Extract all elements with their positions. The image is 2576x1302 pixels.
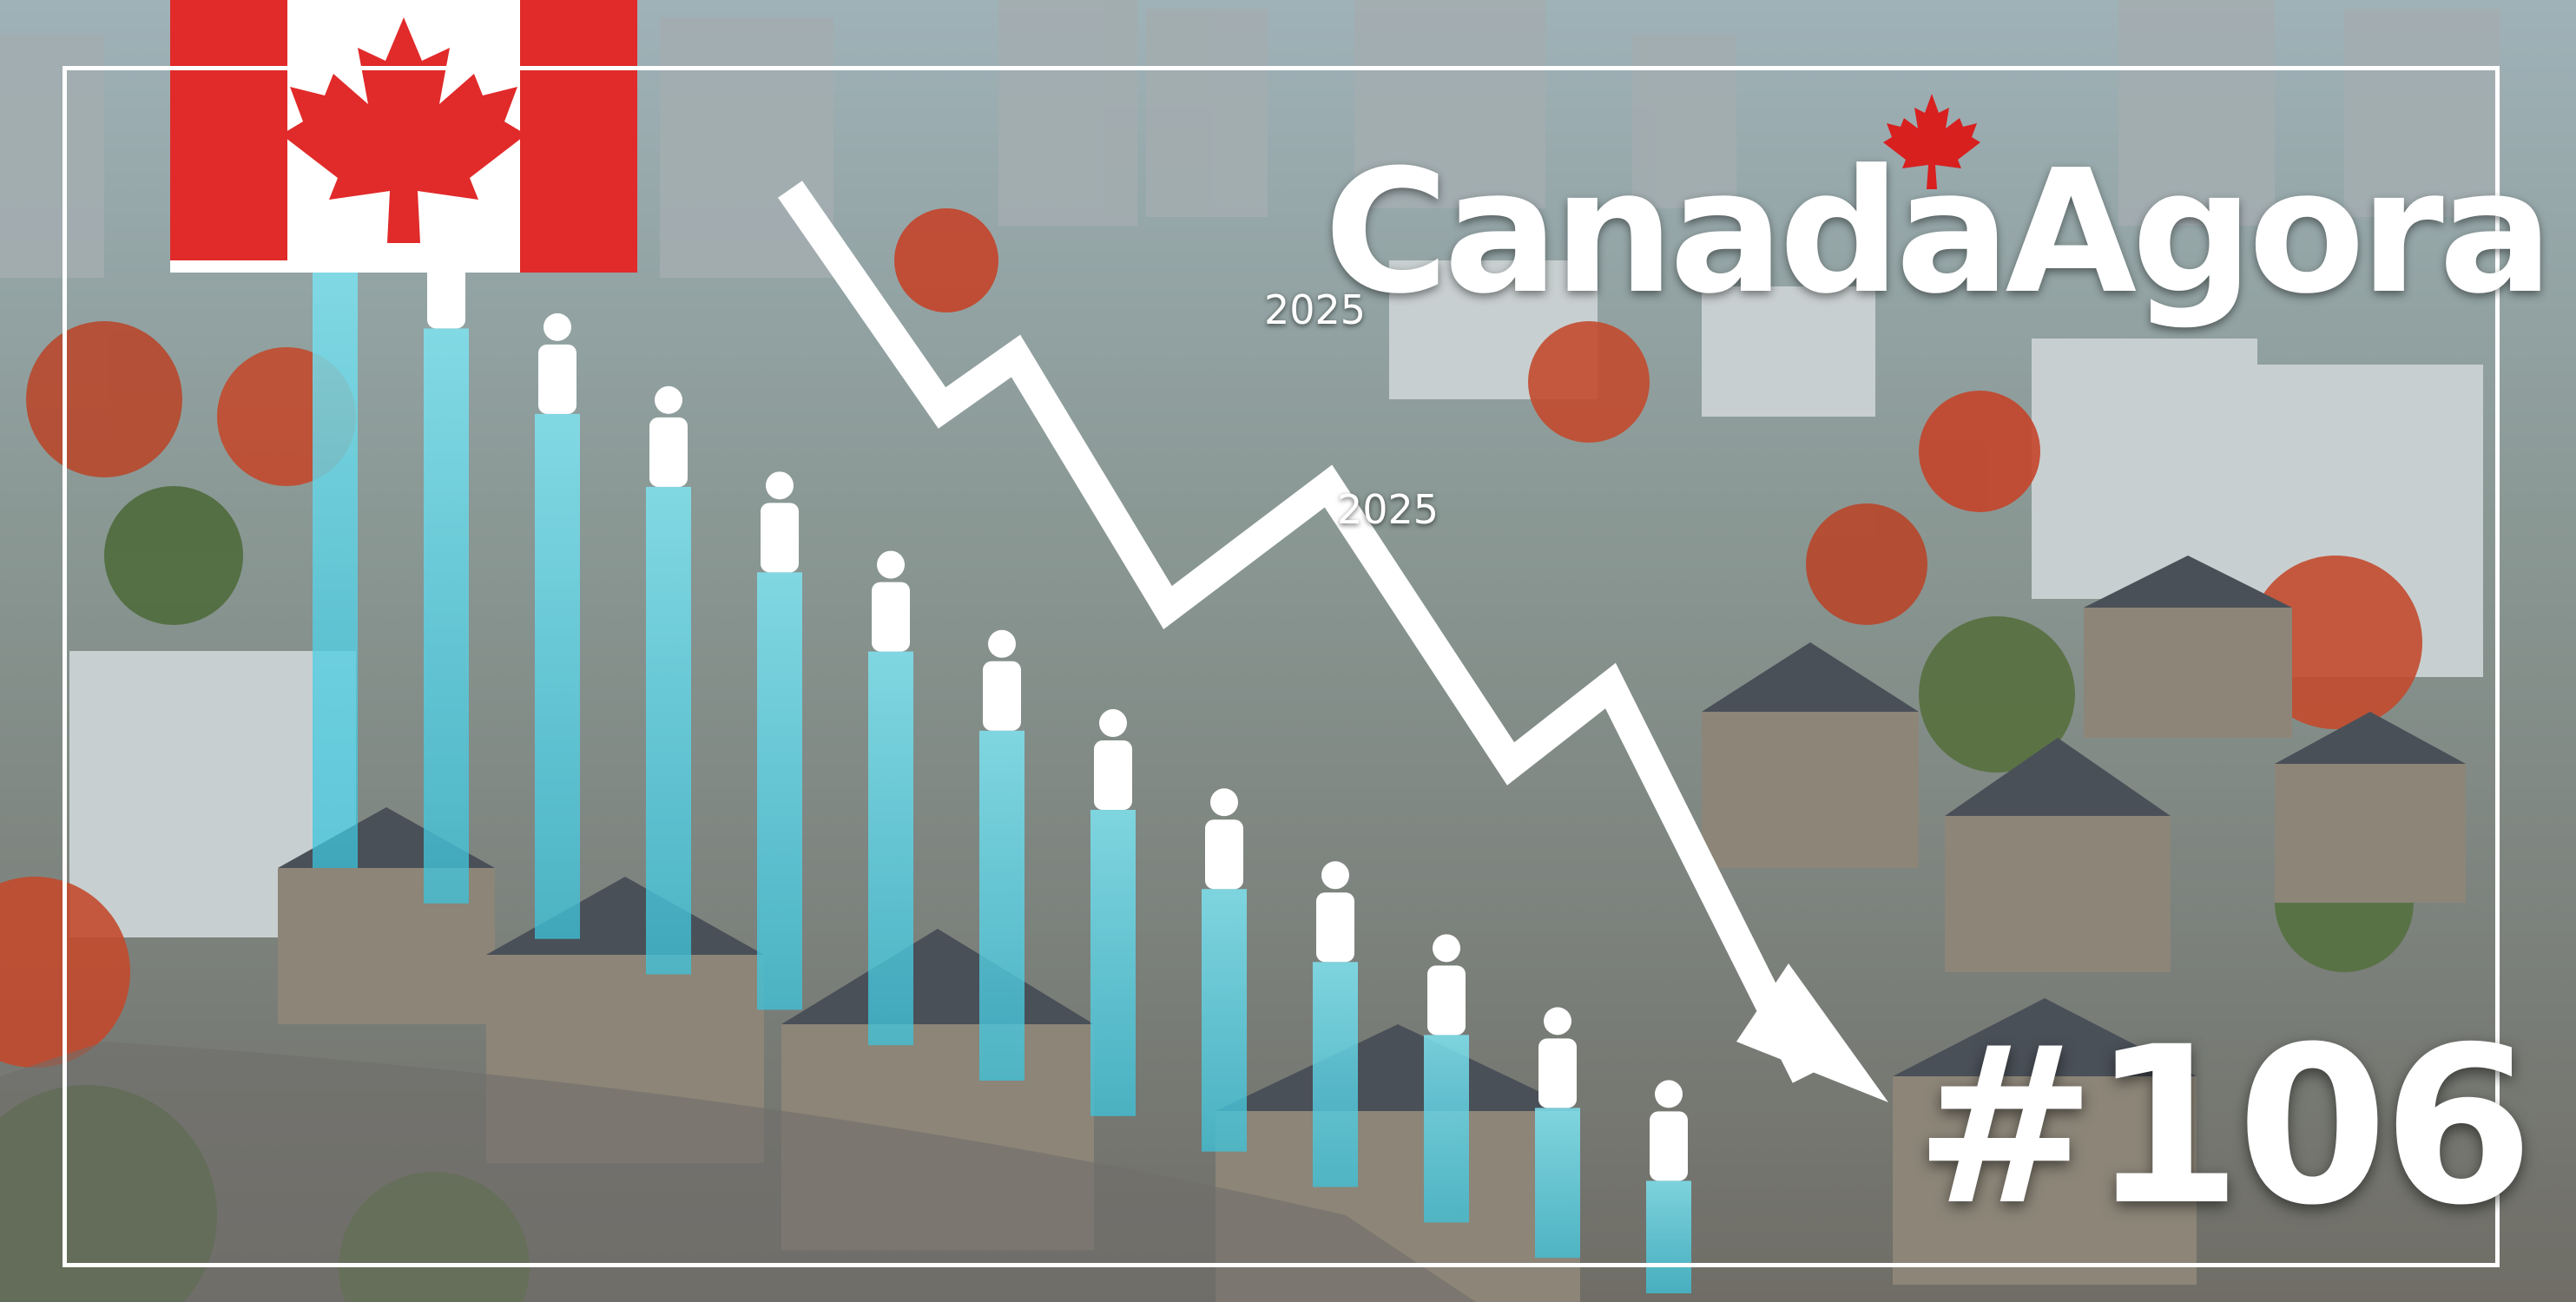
person-icon [538, 312, 576, 414]
trend-down-arrow-icon [778, 181, 1888, 1102]
person-icon [1205, 788, 1243, 890]
person-icon [872, 550, 910, 652]
person-icon [1538, 1007, 1577, 1108]
maple-leaf-icon [1883, 94, 1980, 189]
brand-name: CanadaAgora [1324, 134, 2553, 332]
person-icon [1427, 934, 1466, 1036]
population-bar [313, 243, 358, 868]
person-icon [761, 471, 799, 573]
population-bar [1090, 810, 1136, 1116]
person-icon [983, 629, 1021, 731]
person-icon [1650, 1080, 1688, 1181]
population-bar [1646, 1180, 1691, 1293]
population-bar [1535, 1108, 1580, 1259]
person-icon [649, 385, 688, 487]
year-label: 2025 [1337, 486, 1440, 533]
person-icon [1094, 709, 1132, 811]
population-bar [1202, 889, 1247, 1152]
population-bar [1313, 962, 1358, 1187]
population-bar [757, 572, 802, 1010]
population-bar [979, 730, 1024, 1081]
year-label: 2025 [1264, 286, 1367, 333]
canada-flag-icon [170, 0, 637, 273]
population-bar [646, 486, 691, 975]
person-icon [1316, 861, 1354, 963]
population-bars [313, 243, 1691, 1293]
population-bar [424, 328, 469, 904]
episode-number: #106 [1914, 1000, 2533, 1253]
population-bar [1424, 1035, 1469, 1223]
brand-logo: CanadaAgora [1324, 94, 2553, 319]
population-bar [868, 651, 913, 1046]
population-bar [535, 413, 580, 939]
